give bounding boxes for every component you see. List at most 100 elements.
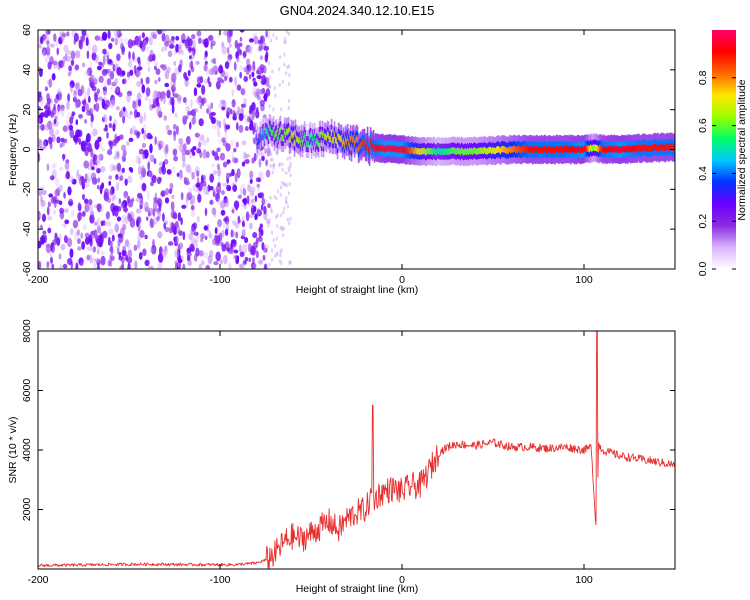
heatmap-noise-cell [184,149,191,156]
heatmap-noise-cell [91,166,95,171]
heatmap-noise-cell [278,161,282,166]
heatmap-noise-cell [94,139,100,150]
heatmap-noise-cell [156,176,162,185]
heatmap-noise-cell [53,59,58,70]
heatmap-signal-cell [284,131,287,139]
heatmap-noise-cell [250,185,256,194]
heatmap-signal-cell [629,145,631,152]
heatmap-noise-cell [136,111,141,118]
heatmap-noise-cell [134,260,138,269]
heatmap-noise-cell [147,66,151,73]
heatmap-noise-cell [192,145,197,151]
heatmap-noise-cell [190,205,195,211]
heatmap-noise-cell [123,37,129,44]
heatmap-signal-cell [672,144,674,152]
heatmap-noise-cell [148,97,152,106]
heatmap-noise-cell [186,251,192,257]
heatmap-noise-cell [242,188,247,196]
heatmap-noise-cell [221,106,226,111]
heatmap-noise-cell [259,55,263,60]
heatmap-noise-cell [154,192,158,202]
heatmap-noise-cell [47,227,52,234]
heatmap-noise-cell [135,99,139,109]
heatmap-noise-cell [287,82,291,87]
heatmap-noise-cell [84,198,89,205]
heatmap-signal-cell [484,147,487,154]
heatmap-noise-cell [170,221,175,228]
heatmap-noise-cell [241,243,248,254]
heatmap-noise-cell [280,248,283,253]
heatmap-signal-cell [400,146,403,153]
heatmap-noise-cell [245,58,251,66]
heatmap-noise-cell [278,163,281,168]
heatmap-noise-cell [136,131,140,139]
heatmap-noise-cell [148,134,153,140]
heatmap-noise-cell [67,71,72,77]
heatmap-noise-cell [248,38,255,43]
heatmap-noise-cell [268,61,271,66]
heatmap-noise-cell [172,165,176,173]
heatmap-noise-cell [91,52,97,61]
heatmap-noise-cell [255,177,261,183]
heatmap-signal-cell [460,147,463,154]
heatmap-noise-cell [136,216,142,224]
heatmap-noise-cell [107,236,111,247]
heatmap-noise-cell [261,155,265,162]
heatmap-noise-cell [50,256,53,264]
heatmap-noise-cell [80,85,85,94]
heatmap-signal-cell [597,145,599,152]
heatmap-noise-cell [81,193,86,201]
heatmap-signal-cell [573,146,575,153]
heatmap-noise-cell [278,259,282,264]
heatmap-signal-cell [261,129,264,136]
heatmap-noise-cell [243,67,247,73]
heatmap-noise-cell [274,215,278,220]
heatmap-signal-cell [625,146,627,154]
heatmap-noise-cell [268,262,271,267]
heatmap-signal-cell [269,125,272,133]
heatmap-signal-cell [403,146,406,153]
heatmap-signal-cell [498,146,501,154]
heatmap-noise-cell [279,253,282,258]
heatmap-noise-cell [251,101,256,111]
heatmap-noise-cell [207,106,211,116]
heatmap-noise-cell [233,61,237,71]
heatmap-noise-cell [106,149,113,156]
heatmap-noise-cell [283,62,286,67]
heatmap-signal-cell [582,146,584,153]
heatmap-signal-cell [623,145,625,153]
heatmap-signal-cell [421,147,424,155]
heatmap-signal-cell [447,148,450,155]
heatmap-signal-cell [636,145,638,153]
heatmap-signal-cell [509,147,512,154]
heatmap-noise-cell [164,70,170,80]
heatmap-noise-cell [86,177,91,182]
heatmap-signal-cell [529,146,532,153]
heatmap-noise-cell [243,204,248,210]
heatmap-noise-cell [73,32,79,43]
heatmap-noise-cell [129,128,133,135]
heatmap-noise-cell [188,55,192,60]
heatmap-noise-cell [228,76,233,83]
heatmap-noise-cell [107,221,112,227]
heatmap-signal-cell [489,146,492,153]
heatmap-signal-cell [265,127,268,135]
heatmap-noise-cell [144,234,148,240]
heatmap-noise-cell [116,247,120,255]
heatmap-signal-cell [647,145,649,153]
heatmap-signal-cell [348,143,351,150]
heatmap-noise-cell [96,225,102,234]
heatmap-noise-cell [247,184,252,193]
heatmap-signal-cell [381,144,384,151]
heatmap-noise-cell [51,163,58,169]
heatmap-signal-cell [656,144,658,152]
heatmap-noise-cell [196,30,202,37]
heatmap-noise-cell [280,225,283,230]
heatmap-noise-cell [66,124,70,133]
heatmap-noise-cell [49,127,54,137]
heatmap-signal-cell [434,148,437,156]
heatmap-noise-cell [278,83,281,88]
heatmap-noise-cell [216,163,220,170]
heatmap-noise-cell [263,247,268,253]
heatmap-noise-cell [212,150,215,157]
